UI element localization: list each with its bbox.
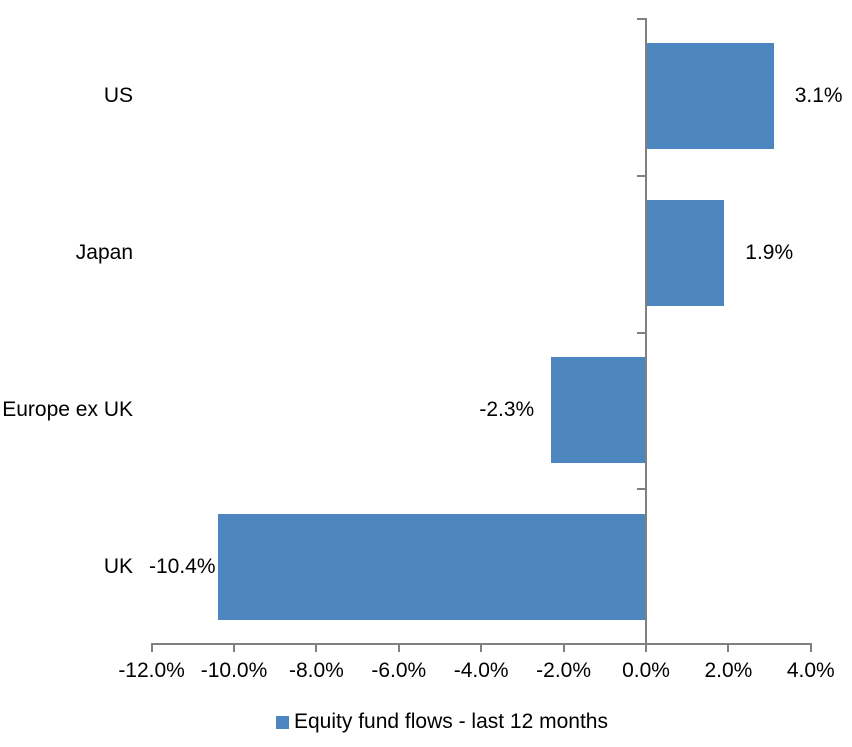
category-label-europe-ex-uk: Europe ex UK bbox=[2, 397, 133, 421]
value-label-europe-ex-uk: -2.3% bbox=[479, 397, 535, 421]
x-tick-label--12-0-: -12.0% bbox=[118, 659, 185, 682]
x-tick-label--4-0-: -4.0% bbox=[453, 659, 509, 682]
value-label-japan: 1.9% bbox=[745, 241, 794, 265]
category-label-japan: Japan bbox=[75, 241, 133, 265]
x-tick bbox=[562, 643, 565, 652]
x-tick-label--10-0-: -10.0% bbox=[200, 659, 268, 682]
x-tick bbox=[480, 643, 483, 652]
legend-swatch-icon bbox=[276, 715, 289, 729]
y-tick bbox=[637, 488, 645, 491]
x-tick-label-4-0-: 4.0% bbox=[786, 659, 835, 682]
bar-japan bbox=[646, 200, 725, 307]
x-tick bbox=[150, 643, 153, 652]
x-tick bbox=[397, 643, 400, 652]
value-label-us: 3.1% bbox=[794, 84, 843, 108]
bar-us bbox=[646, 43, 774, 150]
legend-label: Equity fund flows - last 12 months bbox=[294, 710, 608, 733]
y-tick bbox=[637, 174, 645, 177]
bar-europe-ex-uk bbox=[551, 356, 646, 463]
y-tick bbox=[637, 331, 645, 334]
category-axis-line bbox=[645, 18, 647, 652]
x-tick-label-0-0-: 0.0% bbox=[622, 659, 670, 682]
x-tick-label--6-0-: -6.0% bbox=[371, 659, 427, 682]
value-label-uk: -10.4% bbox=[148, 554, 216, 578]
x-tick-label--8-0-: -8.0% bbox=[288, 659, 344, 682]
x-tick bbox=[809, 643, 812, 652]
x-tick-label-2-0-: 2.0% bbox=[704, 659, 753, 682]
x-tick bbox=[315, 643, 318, 652]
y-tick bbox=[637, 18, 645, 20]
category-label-uk: UK bbox=[103, 554, 133, 578]
x-tick-label--2-0-: -2.0% bbox=[536, 659, 592, 682]
category-label-us: US bbox=[103, 84, 133, 108]
x-tick bbox=[233, 643, 235, 652]
legend: Equity fund flows - last 12 months bbox=[276, 709, 608, 735]
value-axis-line bbox=[150, 643, 812, 645]
bar-uk bbox=[217, 513, 646, 620]
x-tick bbox=[727, 643, 730, 652]
